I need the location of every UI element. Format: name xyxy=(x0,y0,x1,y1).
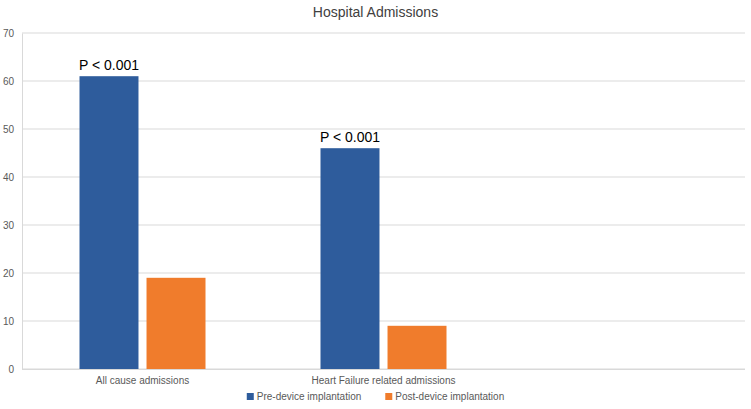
legend-item: Post-device implantation xyxy=(385,391,504,402)
y-axis-line xyxy=(22,34,23,370)
annotations: P < 0.001 P < 0.001 xyxy=(79,57,380,145)
x-axis-line xyxy=(22,369,745,370)
y-tick-label: 30 xyxy=(3,220,15,231)
legend-item: Pre-device implantation xyxy=(247,391,362,402)
y-tick: 30 xyxy=(3,220,22,231)
annotation: P < 0.001 xyxy=(320,129,380,145)
chart: Hospital Admissions 0 10 20 30 40 50 60 70 All ca… xyxy=(0,0,751,409)
legend-swatch xyxy=(247,393,254,400)
x-tick-label: All cause admissions xyxy=(96,375,189,386)
y-axis: 0 10 20 30 40 50 60 70 xyxy=(3,28,23,375)
bar xyxy=(388,326,447,369)
legend-swatch xyxy=(385,393,392,400)
y-tick: 40 xyxy=(3,172,22,183)
bar xyxy=(321,148,380,369)
title: Hospital Admissions xyxy=(313,4,438,20)
y-tick-label: 10 xyxy=(3,316,15,327)
legend-label: Pre-device implantation xyxy=(257,391,362,402)
bar-series xyxy=(80,76,380,369)
y-tick: 50 xyxy=(3,124,22,135)
bar-series xyxy=(147,278,447,369)
legend-label: Post-device implantation xyxy=(395,391,504,402)
y-tick-label: 70 xyxy=(3,28,15,39)
annotation: P < 0.001 xyxy=(79,57,139,73)
bar xyxy=(80,76,139,369)
x-axis: All cause admissions Heart Failure relate… xyxy=(22,369,745,386)
y-tick: 20 xyxy=(3,268,22,279)
y-tick-label: 20 xyxy=(3,268,15,279)
y-tick-label: 0 xyxy=(8,364,14,375)
grid-line xyxy=(22,33,745,34)
grid xyxy=(22,33,745,369)
x-tick-label: Heart Failure related admissions xyxy=(312,375,456,386)
y-tick-label: 50 xyxy=(3,124,15,135)
y-tick: 60 xyxy=(3,76,22,87)
y-tick-label: 60 xyxy=(3,76,15,87)
y-tick: 70 xyxy=(3,28,22,39)
legend: Pre-device implantation Post-device impla… xyxy=(247,391,504,402)
bars xyxy=(80,76,447,369)
y-tick: 10 xyxy=(3,316,22,327)
y-tick-label: 40 xyxy=(3,172,15,183)
x-tick: All cause admissions xyxy=(96,369,189,386)
y-tick: 0 xyxy=(8,364,22,375)
bar xyxy=(147,278,206,369)
x-tick: Heart Failure related admissions xyxy=(312,369,456,386)
